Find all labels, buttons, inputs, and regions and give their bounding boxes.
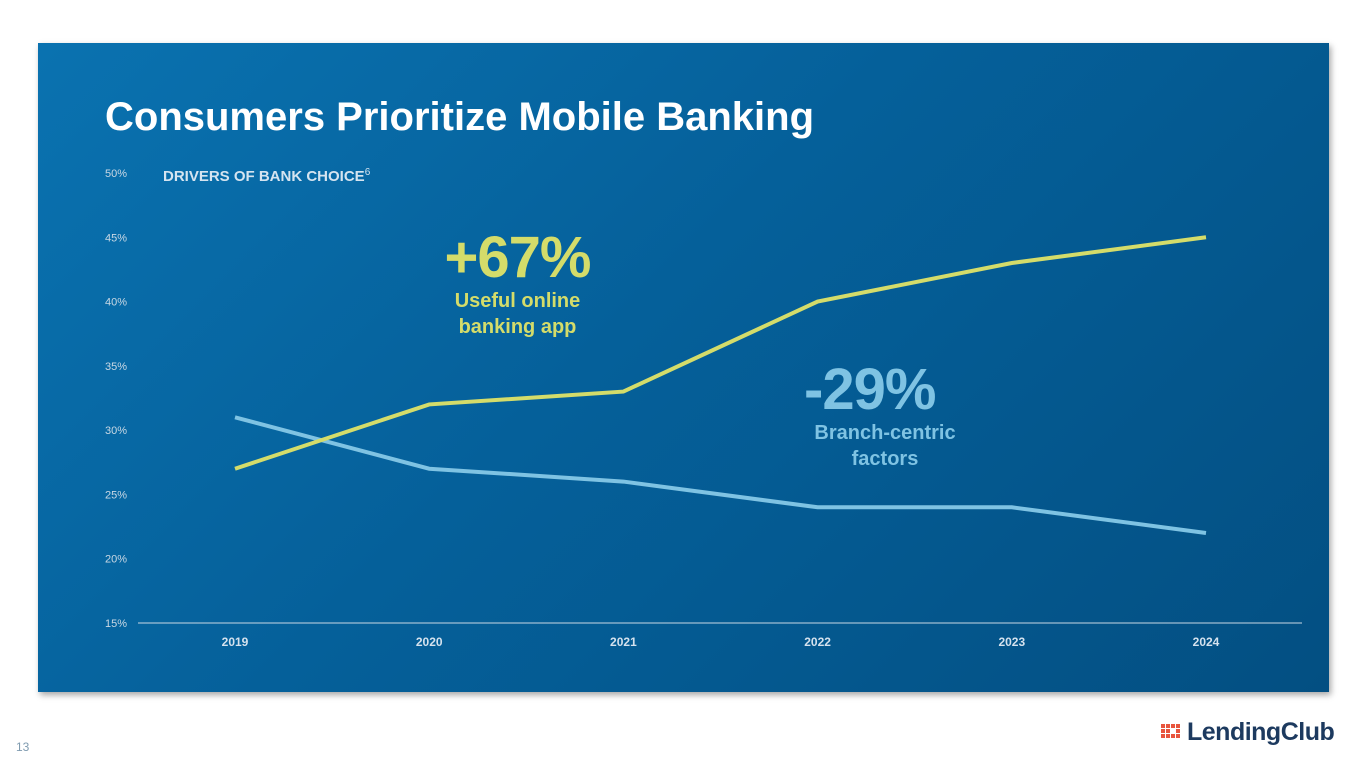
chart-subtitle: DRIVERS OF BANK CHOICE6 bbox=[163, 167, 370, 185]
subtitle-text: DRIVERS OF BANK CHOICE bbox=[163, 168, 365, 185]
x-tick-label: 2019 bbox=[222, 635, 249, 649]
series-line bbox=[234, 415, 1207, 535]
y-tick-label: 40% bbox=[105, 297, 127, 309]
y-tick-label: 25% bbox=[105, 489, 127, 501]
y-tick-label: 45% bbox=[105, 232, 127, 244]
y-tick-label: 35% bbox=[105, 361, 127, 373]
slide-panel bbox=[38, 43, 1329, 692]
annotation-value: +67% bbox=[444, 225, 592, 290]
footnote-marker: 6 bbox=[364, 167, 371, 178]
annotation-label: Branch-centric bbox=[814, 422, 956, 444]
x-tick-label: 2022 bbox=[804, 635, 831, 649]
y-tick-label: 20% bbox=[105, 554, 127, 566]
logo-grid-icon bbox=[1161, 723, 1180, 738]
annotation-label: factors bbox=[851, 448, 919, 470]
annotation-branch: -29% Branch-centric factors bbox=[790, 360, 980, 472]
y-tick-label: 50% bbox=[105, 168, 127, 180]
annotation-value: -29% bbox=[804, 357, 936, 422]
annotation-online-app: +67% Useful online banking app bbox=[420, 228, 615, 340]
logo-text: LendingClub bbox=[1187, 718, 1335, 746]
x-tick-label: 2021 bbox=[610, 635, 637, 649]
x-tick-label: 2023 bbox=[998, 635, 1025, 649]
lendingclub-logo: LendingClub bbox=[1161, 718, 1335, 747]
y-tick-label: 30% bbox=[105, 425, 127, 437]
page-title: Consumers Prioritize Mobile Banking bbox=[105, 95, 815, 139]
annotation-label: banking app bbox=[458, 316, 577, 338]
page-number: 13 bbox=[16, 740, 30, 754]
series-line bbox=[234, 235, 1207, 471]
x-tick-label: 2020 bbox=[416, 635, 443, 649]
annotation-label: Useful online bbox=[454, 290, 581, 312]
y-tick-label: 15% bbox=[105, 618, 127, 630]
x-tick-label: 2024 bbox=[1193, 635, 1220, 649]
